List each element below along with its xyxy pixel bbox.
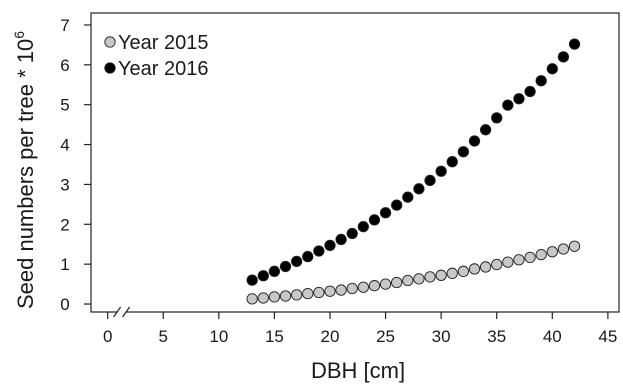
- data-point: [246, 293, 258, 305]
- data-point: [357, 281, 369, 293]
- data-point: [279, 260, 292, 273]
- series-year-2015: [246, 240, 581, 305]
- data-point: [290, 255, 303, 268]
- x-axis-title: DBH [cm]: [311, 358, 405, 383]
- data-point: [546, 246, 558, 258]
- x-tick-label: 25: [376, 327, 395, 346]
- x-tick-label: 0: [103, 327, 112, 346]
- data-point: [468, 263, 481, 275]
- data-point: [357, 221, 369, 233]
- data-point: [479, 261, 492, 273]
- data-point: [402, 191, 414, 203]
- y-tick-label: 4: [60, 136, 69, 155]
- data-point: [568, 240, 581, 252]
- x-tick-label: 45: [598, 327, 617, 346]
- data-point: [546, 63, 558, 75]
- data-point: [379, 278, 392, 290]
- data-point: [268, 291, 281, 303]
- data-point: [313, 245, 325, 257]
- data-point: [535, 75, 547, 87]
- y-tick-label: 3: [60, 175, 69, 194]
- legend-label: Year 2016: [118, 58, 208, 80]
- y-axis-title-main: Seed numbers per tree * 10: [13, 39, 38, 309]
- data-point: [246, 274, 258, 286]
- data-point: [535, 248, 547, 261]
- data-point: [290, 289, 303, 301]
- data-point: [513, 254, 525, 266]
- data-point: [502, 99, 514, 111]
- y-axis-title: Seed numbers per tree * 106: [11, 31, 38, 309]
- legend: Year 2015 Year 2016: [104, 32, 208, 80]
- data-point: [557, 243, 570, 255]
- x-tick-label: 20: [321, 327, 340, 346]
- data-point: [491, 112, 503, 124]
- x-axis: 0 5 10 15 20 25 30 35 40 45: [103, 312, 617, 346]
- y-tick-label: 6: [60, 56, 69, 75]
- legend-marker: [104, 62, 116, 74]
- y-axis: 0 1 2 3 4 5 6 7: [60, 16, 91, 314]
- data-point: [391, 199, 403, 211]
- y-axis-title-exponent: 6: [11, 31, 27, 39]
- data-point: [524, 85, 536, 98]
- x-tick-label: 10: [209, 327, 228, 346]
- data-point: [346, 227, 358, 240]
- y-tick-label: 7: [60, 16, 69, 35]
- data-point: [402, 274, 414, 287]
- data-point: [446, 267, 458, 279]
- y-tick-label: 2: [60, 215, 69, 234]
- data-point: [335, 233, 347, 246]
- axis-break-mark: [122, 306, 131, 318]
- axis-break-mark: [113, 306, 122, 318]
- data-point: [324, 239, 336, 252]
- data-point: [435, 269, 447, 281]
- data-point: [279, 290, 292, 302]
- data-point: [324, 285, 336, 297]
- legend-label: Year 2015: [118, 32, 208, 54]
- data-point: [257, 270, 269, 282]
- legend-marker: [104, 36, 116, 48]
- data-point: [557, 51, 570, 63]
- data-point: [257, 292, 269, 304]
- plot-border: [90, 12, 620, 313]
- x-tick-label: 5: [159, 327, 168, 346]
- data-point: [457, 146, 470, 158]
- y-tick-label: 0: [60, 295, 69, 314]
- data-point: [424, 174, 436, 187]
- data-point: [346, 282, 358, 295]
- data-point: [479, 124, 492, 136]
- data-point: [468, 135, 481, 147]
- x-tick-label: 30: [432, 327, 451, 346]
- data-point: [413, 273, 425, 285]
- data-point: [302, 250, 314, 263]
- y-tick-label: 5: [60, 96, 69, 115]
- data-point: [491, 258, 503, 271]
- plot-frame: [90, 12, 620, 318]
- data-point: [335, 284, 347, 296]
- x-tick-label: 40: [543, 327, 562, 346]
- data-point: [424, 271, 436, 283]
- data-point: [391, 276, 403, 289]
- data-point: [313, 286, 325, 299]
- data-point: [568, 38, 581, 50]
- data-point: [457, 265, 470, 277]
- data-series: [246, 38, 581, 305]
- data-point: [435, 165, 447, 177]
- data-point: [368, 214, 381, 226]
- data-point: [502, 256, 514, 268]
- data-point: [524, 251, 536, 264]
- x-tick-label: 35: [487, 327, 506, 346]
- data-point: [446, 156, 458, 168]
- data-point: [513, 93, 525, 105]
- data-point: [379, 207, 392, 219]
- series-year-2016: [246, 38, 581, 286]
- data-point: [268, 265, 281, 277]
- data-point: [368, 280, 381, 292]
- y-tick-label: 1: [60, 255, 69, 274]
- data-point: [413, 183, 425, 195]
- axis-break-gap: [117, 306, 126, 318]
- data-point: [302, 288, 314, 300]
- x-tick-label: 15: [265, 327, 284, 346]
